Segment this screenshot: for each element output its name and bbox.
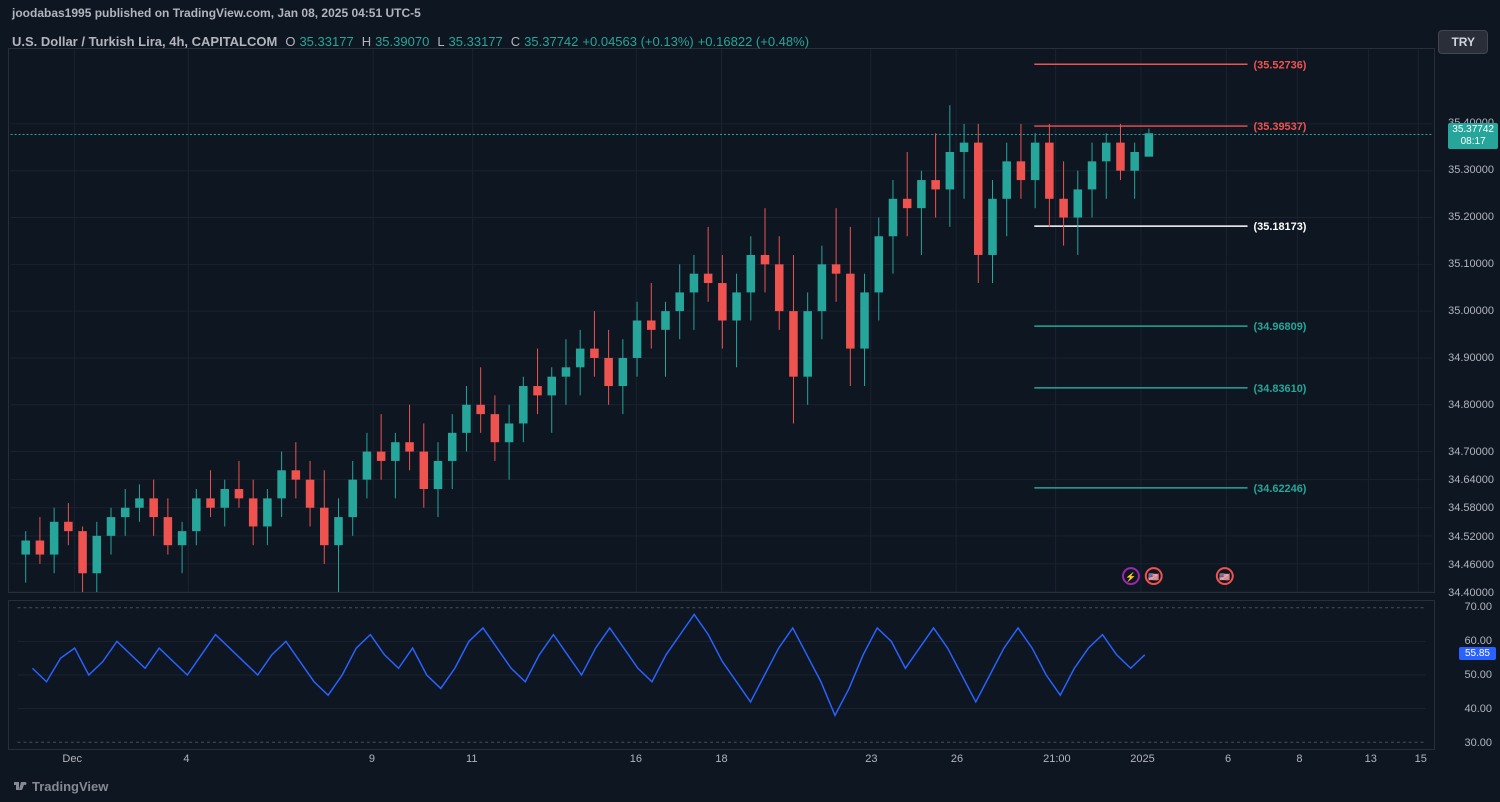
indicator-tick: 30.00 [1464, 737, 1492, 749]
time-axis[interactable]: Dec 4 9 11 16 18 23 26 21:00 2025 6 8 13 15 [8, 753, 1435, 777]
price-tick: 34.52000 [1448, 531, 1494, 543]
indicator-pane[interactable] [8, 600, 1435, 750]
price-axis[interactable]: 34.4000034.4600034.5200034.5800034.64000… [1435, 48, 1500, 593]
svg-text:(34.96809): (34.96809) [1254, 321, 1307, 333]
time-tick: 23 [865, 753, 877, 765]
ohlc-l-label: L [437, 34, 444, 49]
price-chart-pane[interactable]: (35.52736) (35.39537) (35.18173) (34.96809)… [8, 48, 1435, 593]
svg-text:(35.52736): (35.52736) [1254, 59, 1307, 71]
price-tick: 35.00000 [1448, 305, 1494, 317]
svg-text:(35.18173): (35.18173) [1254, 221, 1307, 233]
price-tick: 34.46000 [1448, 559, 1494, 571]
time-tick: 15 [1415, 753, 1427, 765]
time-tick: 26 [951, 753, 963, 765]
price-tick: 35.20000 [1448, 211, 1494, 223]
price-tick: 34.70000 [1448, 446, 1494, 458]
ohlc-c: 35.37742 [524, 34, 578, 49]
price-tick: 34.58000 [1448, 502, 1494, 514]
indicator-tick: 50.00 [1464, 669, 1492, 681]
change-1: +0.04563 (+0.13%) [582, 34, 693, 49]
svg-text:(35.39537): (35.39537) [1254, 121, 1307, 133]
ohlc-c-label: C [511, 34, 520, 49]
time-tick: 11 [466, 753, 477, 765]
ohlc-h: 35.39070 [375, 34, 429, 49]
change-2: +0.16822 (+0.48%) [698, 34, 809, 49]
time-tick: 13 [1365, 753, 1377, 765]
tradingview-logo-icon [12, 778, 28, 794]
time-tick: 2025 [1130, 753, 1154, 765]
time-tick: 18 [715, 753, 727, 765]
symbol-info-row: U.S. Dollar / Turkish Lira, 4h, CAPITALC… [0, 30, 821, 53]
time-tick: 6 [1225, 753, 1231, 765]
indicator-tick: 60.00 [1464, 635, 1492, 647]
time-tick: 4 [183, 753, 189, 765]
chart-area: (35.52736) (35.39537) (35.18173) (34.96809)… [0, 28, 1500, 802]
candlestick-chart[interactable]: (35.52736) (35.39537) (35.18173) (34.96809)… [9, 49, 1434, 592]
current-price-badge: 35.3774208:17 [1448, 123, 1498, 149]
time-tick: Dec [62, 753, 82, 765]
ohlc-l: 35.33177 [449, 34, 503, 49]
price-tick: 35.30000 [1448, 164, 1494, 176]
symbol-name: U.S. Dollar / Turkish Lira, 4h, CAPITALC… [12, 34, 277, 49]
rsi-chart[interactable] [9, 601, 1434, 749]
price-tick: 34.80000 [1448, 399, 1494, 411]
time-tick: 16 [630, 753, 642, 765]
price-tick: 34.40000 [1448, 587, 1494, 599]
price-tick: 34.90000 [1448, 352, 1494, 364]
svg-text:(34.83610): (34.83610) [1254, 383, 1307, 395]
indicator-axis[interactable]: 30.00 40.00 50.00 60.00 70.00 55.85 [1435, 600, 1500, 750]
ohlc-h-label: H [362, 34, 371, 49]
time-tick: 21:00 [1043, 753, 1071, 765]
ohlc-o: 35.33177 [299, 34, 353, 49]
publish-info: joodabas1995 published on TradingView.co… [0, 0, 1500, 26]
svg-text:(34.62246): (34.62246) [1254, 483, 1307, 495]
indicator-tick: 40.00 [1464, 703, 1492, 715]
svg-text:🇺🇸: 🇺🇸 [1148, 572, 1159, 582]
time-tick: 9 [369, 753, 375, 765]
time-tick: 8 [1296, 753, 1302, 765]
price-tick: 35.10000 [1448, 258, 1494, 270]
svg-text:⚡: ⚡ [1125, 571, 1136, 583]
price-tick: 34.64000 [1448, 474, 1494, 486]
svg-text:🇺🇸: 🇺🇸 [1219, 572, 1230, 582]
tradingview-watermark: TradingView [12, 778, 108, 794]
indicator-tick: 70.00 [1464, 601, 1492, 613]
ohlc-o-label: O [285, 34, 295, 49]
indicator-current-badge: 55.85 [1459, 647, 1496, 660]
